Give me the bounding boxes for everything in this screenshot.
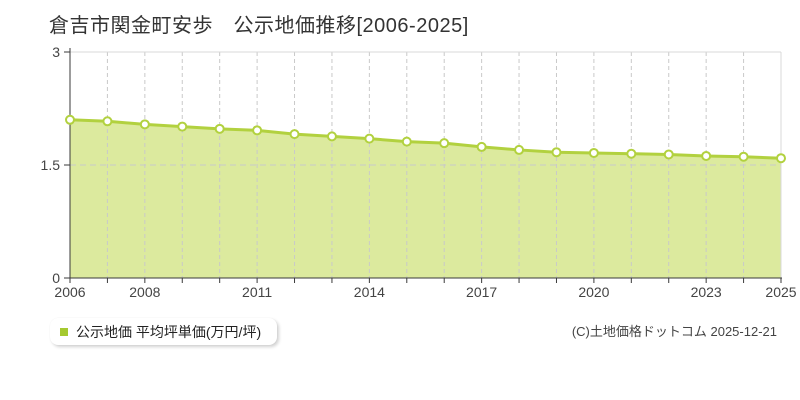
x-tick-label: 2020 xyxy=(578,284,609,300)
data-point xyxy=(364,133,375,144)
price-trend-chart: 2006 2008 2011 2014 2017 2020 2023 2025 3 1.5 0 xyxy=(41,44,797,300)
data-point xyxy=(476,141,487,152)
trend-line xyxy=(69,118,782,160)
data-point xyxy=(102,116,113,127)
x-tick-label: 2017 xyxy=(466,284,497,300)
data-point xyxy=(65,114,75,125)
data-point xyxy=(326,131,337,142)
copyright-text: (C)土地価格ドットコム 2025-12-21 xyxy=(571,324,777,339)
data-point xyxy=(252,125,263,136)
legend-series-label: 公示地価 平均坪単価(万円/坪) xyxy=(76,323,262,340)
data-point xyxy=(551,147,562,158)
x-tick-label: 2008 xyxy=(129,284,160,300)
data-point xyxy=(663,149,674,160)
legend: 公示地価 平均坪単価(万円/坪) xyxy=(50,318,278,345)
legend-series-marker-icon xyxy=(60,327,68,336)
x-tick-label: 2014 xyxy=(354,284,385,300)
x-tick-label: 2023 xyxy=(691,284,722,300)
data-point xyxy=(439,138,450,149)
x-tick-label: 2006 xyxy=(54,284,85,300)
y-tick-label: 3 xyxy=(52,44,60,60)
data-point xyxy=(776,153,786,164)
data-point xyxy=(514,144,525,155)
x-tick-label: 2025 xyxy=(765,284,796,300)
data-point xyxy=(588,147,599,158)
data-point xyxy=(626,148,637,159)
y-tick-label: 0 xyxy=(52,270,60,286)
area-fill xyxy=(70,119,781,278)
data-point xyxy=(139,119,150,130)
data-point xyxy=(738,151,749,162)
x-tick-label: 2011 xyxy=(242,284,272,300)
y-tick-label: 1.5 xyxy=(41,157,61,173)
data-point xyxy=(401,136,412,147)
data-point xyxy=(289,129,300,140)
page-title: 倉吉市関金町安歩 公示地価推移[2006-2025] xyxy=(49,15,469,37)
data-point xyxy=(214,123,225,134)
data-point xyxy=(177,121,188,132)
data-point xyxy=(701,150,712,161)
